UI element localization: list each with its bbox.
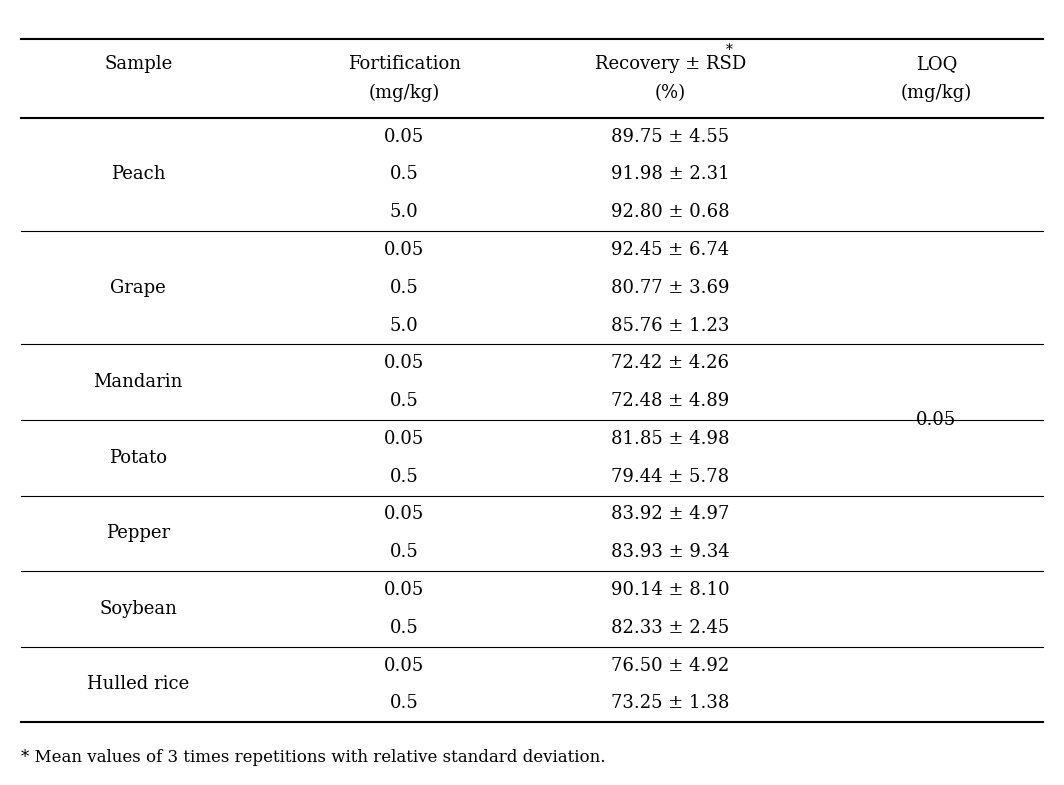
Text: (%): (%) (654, 84, 686, 101)
Text: *: * (726, 43, 732, 57)
Text: 0.05: 0.05 (384, 128, 425, 146)
Text: Mandarin: Mandarin (94, 373, 183, 391)
Text: 72.48 ± 4.89: 72.48 ± 4.89 (611, 392, 730, 410)
Text: 5.0: 5.0 (389, 316, 419, 334)
Text: 5.0: 5.0 (389, 203, 419, 221)
Text: Sample: Sample (104, 56, 172, 73)
Text: Recovery ± RSD: Recovery ± RSD (595, 56, 746, 73)
Text: (mg/kg): (mg/kg) (369, 83, 439, 102)
Text: 90.14 ± 8.10: 90.14 ± 8.10 (611, 581, 730, 599)
Text: 0.05: 0.05 (384, 430, 425, 448)
Text: 91.98 ± 2.31: 91.98 ± 2.31 (611, 166, 730, 184)
Text: 73.25 ± 1.38: 73.25 ± 1.38 (611, 694, 730, 712)
Text: 0.5: 0.5 (389, 166, 419, 184)
Text: Potato: Potato (110, 449, 167, 467)
Text: 89.75 ± 4.55: 89.75 ± 4.55 (611, 128, 730, 146)
Text: 79.44 ± 5.78: 79.44 ± 5.78 (611, 468, 730, 486)
Text: 0.05: 0.05 (384, 656, 425, 674)
Text: 92.45 ± 6.74: 92.45 ± 6.74 (611, 241, 730, 259)
Text: 72.42 ± 4.26: 72.42 ± 4.26 (612, 354, 729, 372)
Text: 0.5: 0.5 (389, 468, 419, 486)
Text: 0.5: 0.5 (389, 619, 419, 637)
Text: (mg/kg): (mg/kg) (901, 83, 971, 102)
Text: 0.5: 0.5 (389, 392, 419, 410)
Text: Soybean: Soybean (99, 600, 178, 618)
Text: Peach: Peach (111, 166, 166, 184)
Text: 0.05: 0.05 (384, 506, 425, 524)
Text: 0.5: 0.5 (389, 694, 419, 712)
Text: 76.50 ± 4.92: 76.50 ± 4.92 (611, 656, 730, 674)
Text: 85.76 ± 1.23: 85.76 ± 1.23 (611, 316, 730, 334)
Text: 83.92 ± 4.97: 83.92 ± 4.97 (611, 506, 730, 524)
Text: 0.05: 0.05 (384, 581, 425, 599)
Text: 83.93 ± 9.34: 83.93 ± 9.34 (611, 543, 730, 561)
Text: 0.5: 0.5 (389, 279, 419, 297)
Text: Fortification: Fortification (348, 56, 461, 73)
Text: 0.05: 0.05 (384, 241, 425, 259)
Text: 82.33 ± 2.45: 82.33 ± 2.45 (611, 619, 730, 637)
Text: 80.77 ± 3.69: 80.77 ± 3.69 (611, 279, 730, 297)
Text: 92.80 ± 0.68: 92.80 ± 0.68 (611, 203, 730, 221)
Text: 0.05: 0.05 (384, 354, 425, 372)
Text: 0.05: 0.05 (916, 411, 957, 429)
Text: 81.85 ± 4.98: 81.85 ± 4.98 (611, 430, 730, 448)
Text: Hulled rice: Hulled rice (87, 675, 189, 693)
Text: Grape: Grape (111, 279, 166, 297)
Text: 0.5: 0.5 (389, 543, 419, 561)
Text: Pepper: Pepper (106, 524, 170, 542)
Text: * Mean values of 3 times repetitions with relative standard deviation.: * Mean values of 3 times repetitions wit… (21, 749, 605, 766)
Text: LOQ: LOQ (916, 56, 957, 73)
